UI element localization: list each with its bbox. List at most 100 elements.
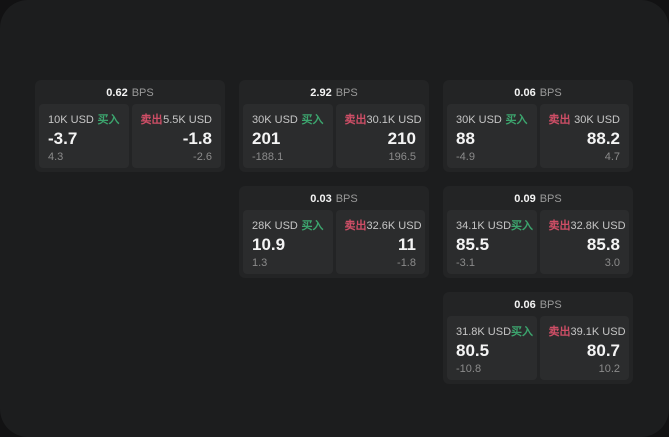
quote-panels: 34.1K USD 买入 85.5 -3.1 卖出 32.8K USD 85.8… bbox=[447, 210, 629, 274]
buy-panel-header: 34.1K USD 买入 bbox=[456, 217, 533, 233]
card-header: 0.06 BPS bbox=[447, 84, 629, 104]
buy-side-label: 买入 bbox=[511, 326, 534, 338]
sell-price: 85.8 bbox=[586, 235, 620, 254]
quote-card[interactable]: 0.09 BPS 34.1K USD 买入 85.5 -3.1 卖出 32.8K … bbox=[443, 186, 633, 278]
sell-panel-header: 卖出 39.1K USD bbox=[548, 323, 626, 339]
sell-price: 80.7 bbox=[586, 341, 620, 360]
quote-card[interactable]: 0.06 BPS 30K USD 买入 88 -4.9 卖出 30K USD 88… bbox=[443, 80, 633, 172]
quote-panels: 30K USD 买入 88 -4.9 卖出 30K USD 88.2 4.7 bbox=[447, 104, 629, 168]
buy-delta: 1.3 bbox=[252, 257, 268, 269]
sell-panel[interactable]: 卖出 32.6K USD 11 -1.8 bbox=[335, 210, 425, 274]
card-header: 0.62 BPS bbox=[39, 84, 221, 104]
quote-card[interactable]: 0.62 BPS 10K USD 买入 -3.7 4.3 卖出 5.5K USD … bbox=[35, 80, 225, 172]
buy-notional: 30K USD bbox=[456, 114, 502, 126]
buy-delta: 4.3 bbox=[48, 151, 64, 163]
sell-notional: 30K USD bbox=[574, 114, 620, 126]
quote-panels: 10K USD 买入 -3.7 4.3 卖出 5.5K USD -1.8 -2.… bbox=[39, 104, 221, 168]
sell-panel[interactable]: 卖出 30K USD 88.2 4.7 bbox=[539, 104, 629, 168]
sell-notional: 32.6K USD bbox=[366, 220, 422, 232]
buy-price: 85.5 bbox=[456, 235, 490, 254]
card-header: 0.03 BPS bbox=[243, 190, 425, 210]
buy-notional: 10K USD bbox=[48, 114, 94, 126]
buy-price: 201 bbox=[252, 129, 281, 148]
buy-panel-header: 31.8K USD 买入 bbox=[456, 323, 533, 339]
quote-card[interactable]: 0.06 BPS 31.8K USD 买入 80.5 -10.8 卖出 39.1K… bbox=[443, 292, 633, 384]
quote-panels: 31.8K USD 买入 80.5 -10.8 卖出 39.1K USD 80.… bbox=[447, 316, 629, 380]
buy-price: 88 bbox=[456, 129, 475, 148]
quote-grid: 0.62 BPS 10K USD 买入 -3.7 4.3 卖出 5.5K USD … bbox=[35, 80, 633, 384]
sell-panel-header: 卖出 5.5K USD bbox=[141, 111, 213, 127]
buy-notional: 30K USD bbox=[252, 114, 298, 126]
buy-delta: -3.1 bbox=[456, 257, 475, 269]
buy-price: 80.5 bbox=[456, 341, 490, 360]
bps-unit-label: BPS bbox=[539, 87, 562, 99]
buy-notional: 28K USD bbox=[252, 220, 298, 232]
buy-panel[interactable]: 28K USD 买入 10.9 1.3 bbox=[243, 210, 333, 274]
sell-panel-header: 卖出 30K USD bbox=[549, 111, 621, 127]
sell-side-label: 卖出 bbox=[548, 220, 571, 232]
sell-panel[interactable]: 卖出 39.1K USD 80.7 10.2 bbox=[539, 316, 629, 380]
quote-panels: 28K USD 买入 10.9 1.3 卖出 32.6K USD 11 -1.8 bbox=[243, 210, 425, 274]
buy-panel[interactable]: 34.1K USD 买入 85.5 -3.1 bbox=[447, 210, 537, 274]
quote-card[interactable]: 0.03 BPS 28K USD 买入 10.9 1.3 卖出 32.6K USD… bbox=[239, 186, 429, 278]
buy-notional: 34.1K USD bbox=[456, 220, 512, 232]
sell-panel-header: 卖出 32.6K USD bbox=[344, 217, 422, 233]
bps-value: 0.06 bbox=[514, 87, 536, 99]
quote-panels: 30K USD 买入 201 -188.1 卖出 30.1K USD 210 1… bbox=[243, 104, 425, 168]
sell-panel[interactable]: 卖出 32.8K USD 85.8 3.0 bbox=[539, 210, 629, 274]
buy-side-label: 买入 bbox=[505, 114, 528, 126]
sell-panel[interactable]: 卖出 30.1K USD 210 196.5 bbox=[335, 104, 425, 168]
sell-delta: 10.2 bbox=[598, 363, 620, 375]
buy-side-label: 买入 bbox=[301, 220, 324, 232]
buy-price: -3.7 bbox=[48, 129, 78, 148]
sell-delta: -2.6 bbox=[193, 151, 212, 163]
buy-panel-header: 10K USD 买入 bbox=[48, 111, 120, 127]
sell-delta: 3.0 bbox=[604, 257, 620, 269]
buy-panel[interactable]: 30K USD 买入 88 -4.9 bbox=[447, 104, 537, 168]
buy-delta: -10.8 bbox=[456, 363, 482, 375]
sell-notional: 5.5K USD bbox=[163, 114, 212, 126]
card-header: 0.09 BPS bbox=[447, 190, 629, 210]
sell-price: 88.2 bbox=[586, 129, 620, 148]
sell-price: 210 bbox=[387, 129, 416, 148]
card-header: 0.06 BPS bbox=[447, 296, 629, 316]
bps-value: 0.62 bbox=[106, 87, 128, 99]
buy-side-label: 买入 bbox=[511, 220, 534, 232]
buy-panel[interactable]: 10K USD 买入 -3.7 4.3 bbox=[39, 104, 129, 168]
buy-panel-header: 28K USD 买入 bbox=[252, 217, 324, 233]
buy-side-label: 买入 bbox=[97, 114, 120, 126]
buy-panel[interactable]: 30K USD 买入 201 -188.1 bbox=[243, 104, 333, 168]
buy-delta: -4.9 bbox=[456, 151, 475, 163]
sell-panel[interactable]: 卖出 5.5K USD -1.8 -2.6 bbox=[131, 104, 221, 168]
buy-panel[interactable]: 31.8K USD 买入 80.5 -10.8 bbox=[447, 316, 537, 380]
sell-side-label: 卖出 bbox=[344, 114, 367, 126]
buy-price: 10.9 bbox=[252, 235, 286, 254]
sell-side-label: 卖出 bbox=[344, 220, 367, 232]
sell-panel-header: 卖出 30.1K USD bbox=[344, 111, 422, 127]
sell-price: 11 bbox=[398, 235, 416, 254]
bps-unit-label: BPS bbox=[539, 299, 562, 311]
bps-unit-label: BPS bbox=[131, 87, 154, 99]
buy-delta: -188.1 bbox=[252, 151, 284, 163]
bps-value: 0.09 bbox=[514, 193, 536, 205]
sell-notional: 39.1K USD bbox=[570, 326, 626, 338]
bps-value: 0.06 bbox=[514, 299, 536, 311]
bps-unit-label: BPS bbox=[335, 193, 358, 205]
sell-side-label: 卖出 bbox=[548, 114, 571, 126]
bps-value: 0.03 bbox=[310, 193, 332, 205]
sell-panel-header: 卖出 32.8K USD bbox=[548, 217, 626, 233]
bps-value: 2.92 bbox=[310, 87, 332, 99]
quote-card[interactable]: 2.92 BPS 30K USD 买入 201 -188.1 卖出 30.1K U… bbox=[239, 80, 429, 172]
sell-notional: 32.8K USD bbox=[570, 220, 626, 232]
sell-notional: 30.1K USD bbox=[366, 114, 422, 126]
bps-unit-label: BPS bbox=[539, 193, 562, 205]
buy-panel-header: 30K USD 买入 bbox=[456, 111, 528, 127]
sell-price: -1.8 bbox=[182, 129, 212, 148]
sell-delta: 196.5 bbox=[388, 151, 416, 163]
bps-unit-label: BPS bbox=[335, 87, 358, 99]
sell-side-label: 卖出 bbox=[548, 326, 571, 338]
sell-delta: 4.7 bbox=[604, 151, 620, 163]
buy-side-label: 买入 bbox=[301, 114, 324, 126]
buy-panel-header: 30K USD 买入 bbox=[252, 111, 324, 127]
